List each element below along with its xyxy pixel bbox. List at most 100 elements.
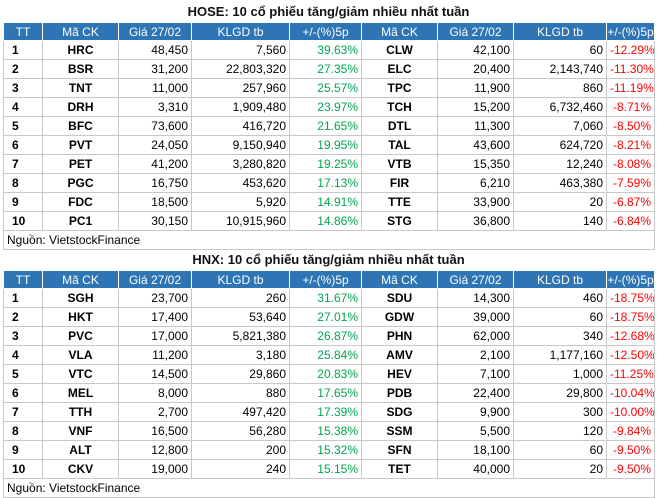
hnx-section: HNX: 10 cổ phiếu tăng/giảm nhiều nhất tu… <box>3 250 655 498</box>
gainer-code-cell: VLA <box>42 345 119 365</box>
gainer-change-cell: 26.87% <box>289 326 362 346</box>
gainer-volume-cell: 7,560 <box>191 40 290 60</box>
gainer-price-cell: 2,700 <box>118 402 192 422</box>
loser-volume-cell: 20 <box>513 192 607 212</box>
gainer-code-cell: PET <box>42 154 119 174</box>
hose-section: HOSE: 10 cổ phiếu tăng/giảm nhiều nhất t… <box>3 2 655 250</box>
hose-header-cell: KLGD tb <box>513 22 607 41</box>
loser-price-cell: 9,900 <box>437 402 514 422</box>
loser-volume-cell: 463,380 <box>513 173 607 193</box>
hose-header-cell: Giá 27/02 <box>437 22 514 41</box>
table-row: 8 PGC 16,750 453,620 17.13% FIR 6,210 463,380 -7… <box>3 173 655 193</box>
gainer-price-cell: 23,700 <box>118 288 192 308</box>
loser-volume-cell: 60 <box>513 440 607 460</box>
rank-cell: 9 <box>3 192 43 212</box>
gainer-code-cell: TNT <box>42 78 119 98</box>
table-row: 1 HRC 48,450 7,560 39.63% CLW 42,100 60 -12.29% <box>3 40 655 60</box>
loser-price-cell: 43,600 <box>437 135 514 155</box>
table-row: 8 VNF 16,500 56,280 15.38% SSM 5,500 120 -9.84% <box>3 421 655 441</box>
hnx-header-cell: +/-(%)5p <box>606 270 655 289</box>
rank-cell: 3 <box>3 78 43 98</box>
gainer-volume-cell: 53,640 <box>191 307 290 327</box>
loser-change-cell: -18.75% <box>606 288 655 308</box>
table-row: 3 TNT 11,000 257,960 25.57% TPC 11,900 860 -11.1… <box>3 78 655 98</box>
gainer-change-cell: 39.63% <box>289 40 362 60</box>
gainer-volume-cell: 3,280,820 <box>191 154 290 174</box>
loser-volume-cell: 12,240 <box>513 154 607 174</box>
loser-code-cell: DTL <box>361 116 438 136</box>
gainer-price-cell: 11,000 <box>118 78 192 98</box>
gainer-price-cell: 11,200 <box>118 345 192 365</box>
gainer-code-cell: BSR <box>42 59 119 79</box>
loser-change-cell: -8.21% <box>606 135 655 155</box>
hose-header-row: TT Mã CK Giá 27/02 KLGD tb +/-(%)5p Mã CK Giá … <box>3 22 655 41</box>
rank-cell: 6 <box>3 135 43 155</box>
table-row: 9 FDC 18,500 5,920 14.91% TTE 33,900 20 -6.87% <box>3 192 655 212</box>
table-row: 5 VTC 14,500 29,860 20.83% HEV 7,100 1,000 -11.2… <box>3 364 655 384</box>
gainer-change-cell: 17.39% <box>289 402 362 422</box>
rank-cell: 10 <box>3 459 43 479</box>
gainer-code-cell: VTC <box>42 364 119 384</box>
loser-volume-cell: 624,720 <box>513 135 607 155</box>
loser-price-cell: 5,500 <box>437 421 514 441</box>
loser-volume-cell: 460 <box>513 288 607 308</box>
hnx-header-cell: KLGD tb <box>513 270 607 289</box>
table-row: 2 BSR 31,200 22,803,320 27.35% ELC 20,400 2,143… <box>3 59 655 79</box>
gainer-change-cell: 19.25% <box>289 154 362 174</box>
gainer-price-cell: 19,000 <box>118 459 192 479</box>
gainer-volume-cell: 9,150,940 <box>191 135 290 155</box>
loser-volume-cell: 6,732,460 <box>513 97 607 117</box>
loser-volume-cell: 60 <box>513 307 607 327</box>
gainer-price-cell: 73,600 <box>118 116 192 136</box>
gainer-volume-cell: 880 <box>191 383 290 403</box>
gainer-volume-cell: 257,960 <box>191 78 290 98</box>
table-row: 7 TTH 2,700 497,420 17.39% SDG 9,900 300 -10.00% <box>3 402 655 422</box>
gainer-price-cell: 16,750 <box>118 173 192 193</box>
gainer-price-cell: 3,310 <box>118 97 192 117</box>
gainer-price-cell: 8,000 <box>118 383 192 403</box>
loser-change-cell: -8.71% <box>606 97 655 117</box>
hnx-header-row: TT Mã CK Giá 27/02 KLGD tb +/-(%)5p Mã CK Giá … <box>3 270 655 289</box>
hose-header-cell: Mã CK <box>42 22 119 41</box>
gainer-price-cell: 16,500 <box>118 421 192 441</box>
loser-code-cell: SDG <box>361 402 438 422</box>
gainer-change-cell: 14.91% <box>289 192 362 212</box>
gainer-change-cell: 25.84% <box>289 345 362 365</box>
loser-price-cell: 36,800 <box>437 211 514 231</box>
source-row: Nguồn: VietstockFinance <box>3 478 655 498</box>
hnx-header-cell: Mã CK <box>42 270 119 289</box>
hose-header-cell: +/-(%)5p <box>606 22 655 41</box>
gainer-code-cell: PGC <box>42 173 119 193</box>
rank-cell: 8 <box>3 173 43 193</box>
gainer-change-cell: 31.67% <box>289 288 362 308</box>
hnx-header-cell: Mã CK <box>361 270 438 289</box>
gainer-change-cell: 20.83% <box>289 364 362 384</box>
loser-volume-cell: 2,143,740 <box>513 59 607 79</box>
hose-header-cell: KLGD tb <box>191 22 290 41</box>
gainer-code-cell: PVC <box>42 326 119 346</box>
gainer-price-cell: 17,400 <box>118 307 192 327</box>
gainer-code-cell: VNF <box>42 421 119 441</box>
loser-price-cell: 39,000 <box>437 307 514 327</box>
loser-volume-cell: 60 <box>513 40 607 60</box>
gainer-code-cell: ALT <box>42 440 119 460</box>
loser-change-cell: -6.84% <box>606 211 655 231</box>
gainer-code-cell: PVT <box>42 135 119 155</box>
rank-cell: 7 <box>3 154 43 174</box>
table-row: 6 MEL 8,000 880 17.65% PDB 22,400 29,800 -10.04% <box>3 383 655 403</box>
hnx-header-cell: TT <box>3 270 43 289</box>
loser-code-cell: TPC <box>361 78 438 98</box>
hose-header-cell: TT <box>3 22 43 41</box>
loser-volume-cell: 20 <box>513 459 607 479</box>
loser-price-cell: 15,350 <box>437 154 514 174</box>
gainer-volume-cell: 5,920 <box>191 192 290 212</box>
gainer-change-cell: 19.95% <box>289 135 362 155</box>
loser-change-cell: -9.50% <box>606 459 655 479</box>
loser-price-cell: 20,400 <box>437 59 514 79</box>
gainer-code-cell: HRC <box>42 40 119 60</box>
loser-price-cell: 15,200 <box>437 97 514 117</box>
hnx-header-cell: KLGD tb <box>191 270 290 289</box>
gainer-price-cell: 48,450 <box>118 40 192 60</box>
gainer-volume-cell: 416,720 <box>191 116 290 136</box>
hnx-header-cell: Giá 27/02 <box>118 270 192 289</box>
